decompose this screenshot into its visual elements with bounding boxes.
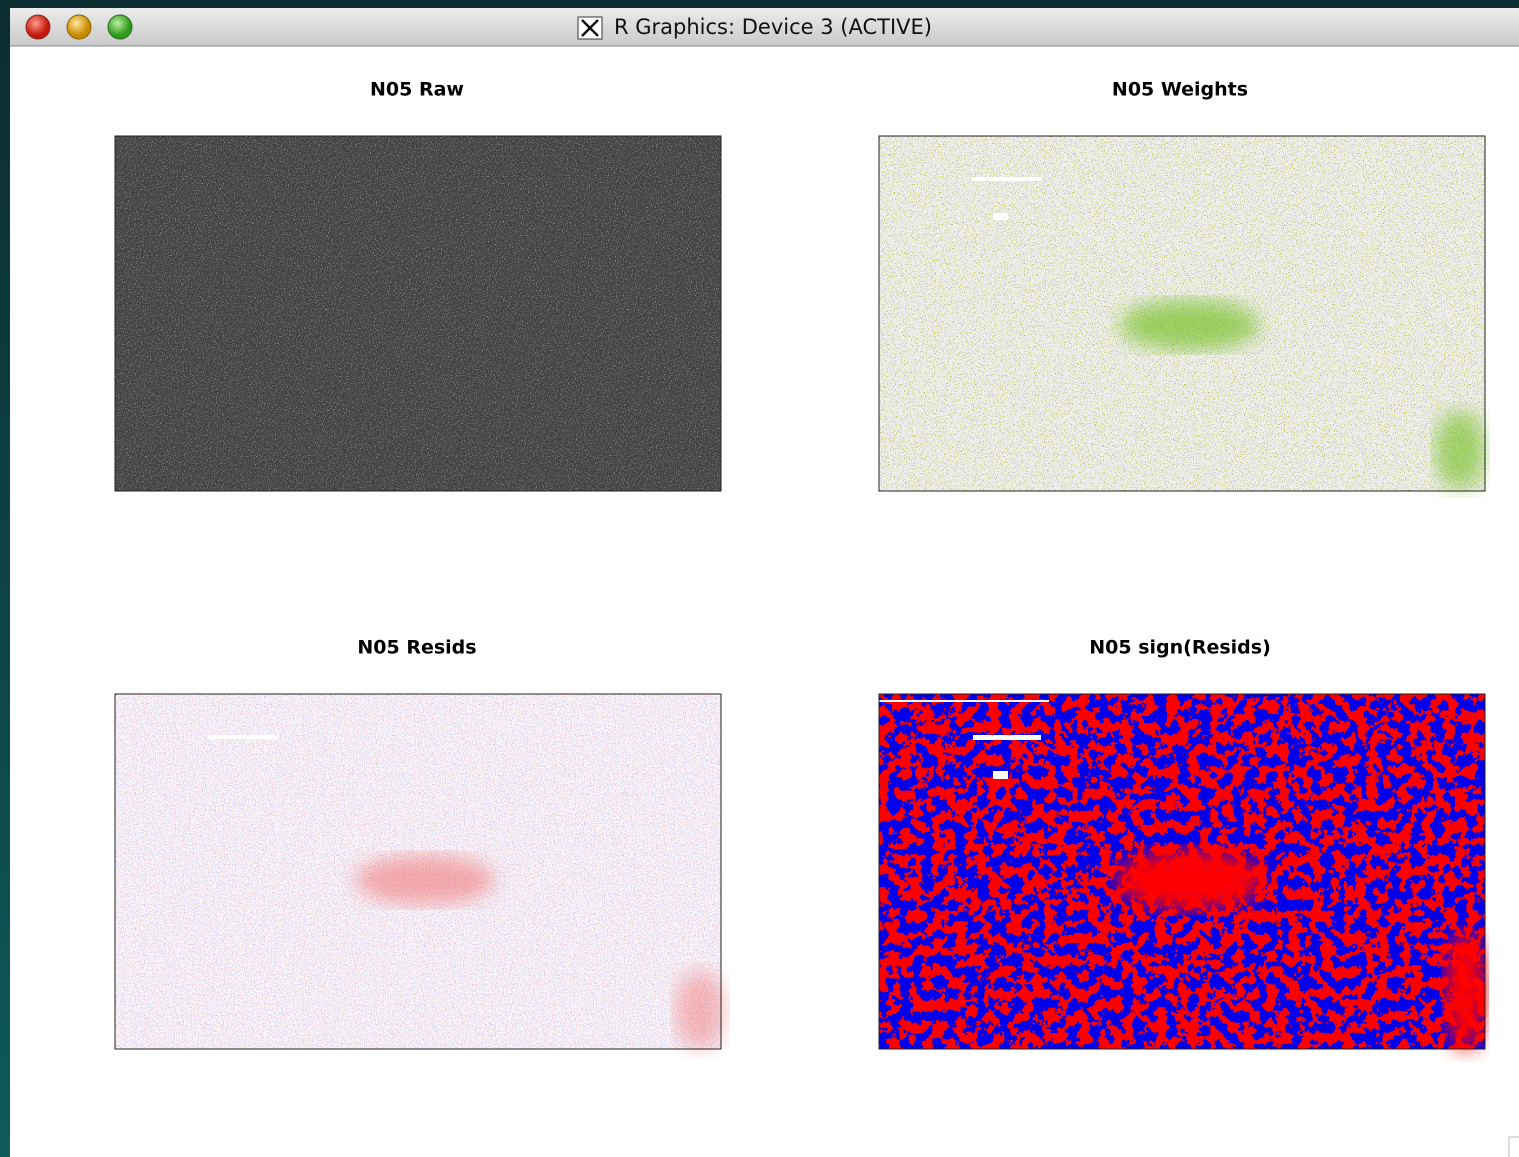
panel-title: N05 Resids [357, 637, 476, 659]
window-title: R Graphics: Device 3 (ACTIVE) [614, 15, 932, 39]
image-sign-resids [879, 694, 1485, 1050]
zoom-button[interactable] [108, 15, 132, 39]
image-weights [879, 136, 1485, 491]
panel-title: N05 sign(Resids) [1089, 637, 1271, 659]
close-button[interactable] [26, 15, 50, 39]
image-raw [115, 136, 721, 491]
screen: R Graphics: Device 3 (ACTIVE) N05 Raw N0… [0, 0, 1519, 1157]
minimize-button[interactable] [67, 15, 91, 39]
x11-icon [578, 17, 602, 39]
panel-title: N05 Raw [370, 79, 464, 101]
image-resids [115, 694, 725, 1050]
panel-title: N05 Weights [1112, 79, 1248, 101]
